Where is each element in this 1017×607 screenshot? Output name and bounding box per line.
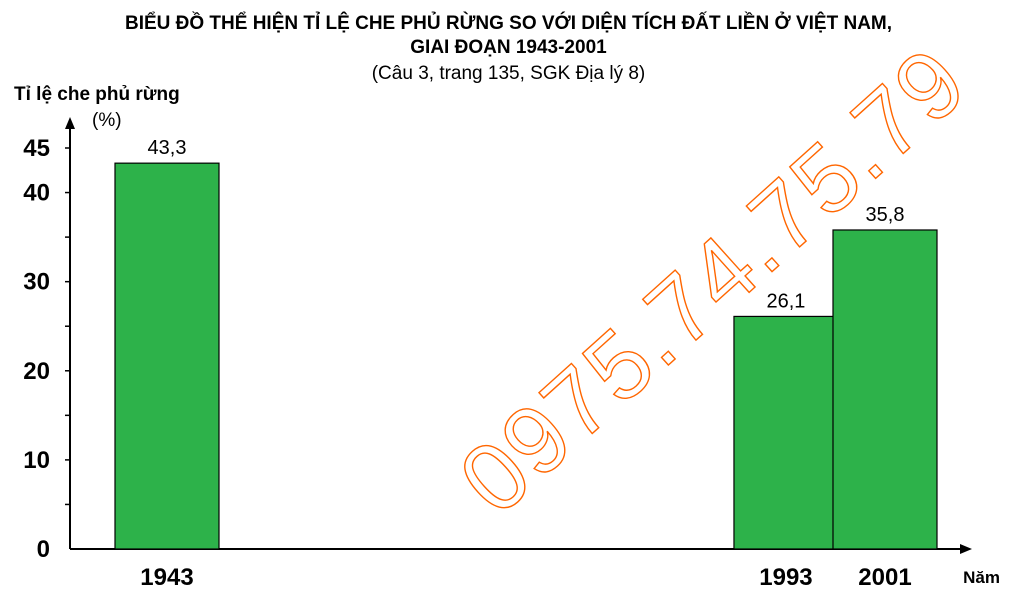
y-tick-label: 30	[23, 269, 50, 296]
x-axis-arrow	[960, 544, 972, 554]
data-label-2001: 35,8	[866, 204, 905, 226]
chart-title: BIỂU ĐỒ THỂ HIỆN TỈ LỆ CHE PHỦ RỪNG SO V…	[124, 13, 893, 34]
y-tick-label: 10	[23, 447, 50, 474]
x-tick-label-1943: 1943	[140, 564, 193, 591]
bar-2001	[832, 229, 938, 550]
y-tick-label: 0	[37, 536, 50, 563]
y-tick-label: 45	[23, 135, 50, 162]
labels: 43,3 1943 26,1 1993 35,8 2001 Năm	[140, 137, 1000, 591]
y-ticks: 0 10 20 30 40 45	[23, 135, 70, 563]
bars	[114, 162, 938, 550]
y-axis-unit: (%)	[92, 110, 122, 131]
y-tick-label: 20	[23, 358, 50, 385]
bar-1993	[733, 315, 839, 550]
y-axis-arrow	[65, 117, 75, 129]
bar-1943	[114, 162, 220, 550]
data-label-1993: 26,1	[766, 290, 805, 312]
chart-subtitle: (Câu 3, trang 135, SGK Địa lý 8)	[371, 63, 646, 84]
y-tick-label: 40	[23, 180, 50, 207]
x-tick-label-2001: 2001	[858, 564, 911, 591]
chart-title-line2: GIAI ĐOẠN 1943-2001	[410, 37, 607, 58]
x-axis-label: Năm	[963, 568, 1000, 587]
x-tick-label-1993: 1993	[759, 564, 812, 591]
data-label-1943: 43,3	[148, 137, 187, 159]
y-axis-label: Tỉ lệ che phủ rừng	[14, 84, 180, 105]
